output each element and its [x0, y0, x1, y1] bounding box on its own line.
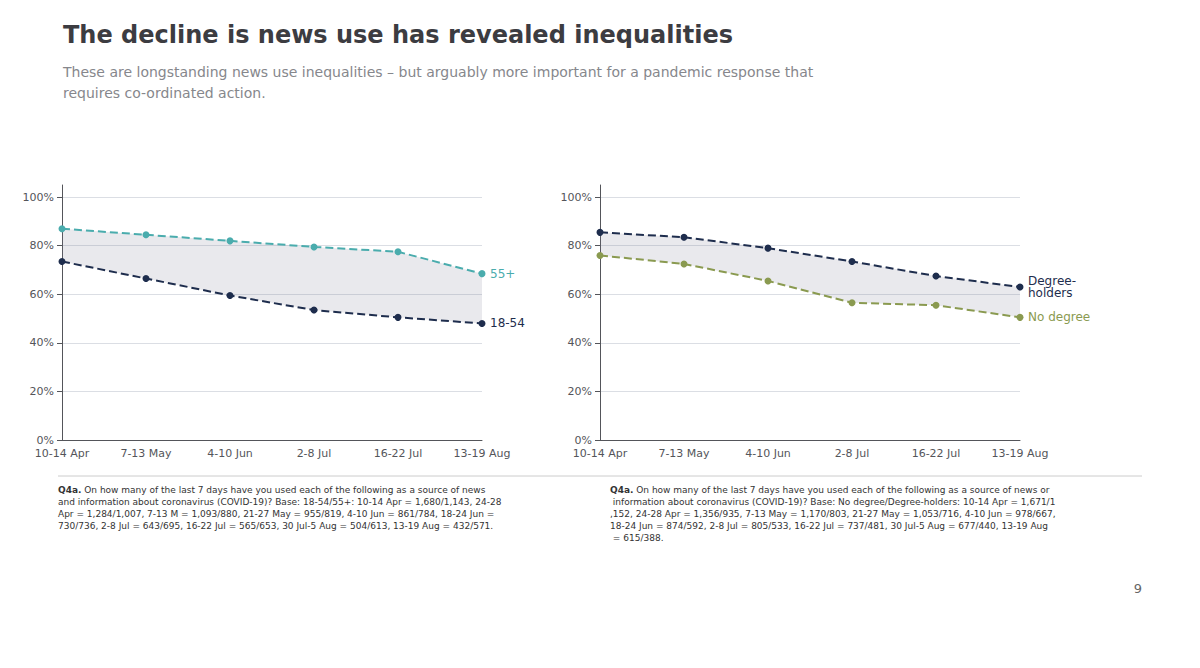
svg-text:No degree: No degree — [1028, 310, 1090, 324]
svg-text:40%: 40% — [30, 336, 54, 349]
svg-text:10-14 Apr: 10-14 Apr — [573, 447, 628, 460]
svg-text:80%: 80% — [30, 239, 54, 252]
svg-text:The decline is news use has re: The decline is news use has revealed ine… — [63, 21, 733, 49]
svg-text:20%: 20% — [568, 385, 592, 398]
svg-text:18-24 Jun = 874/592, 2-8 Jul =: 18-24 Jun = 874/592, 2-8 Jul = 805/533, … — [610, 521, 1048, 531]
svg-text:Degree-: Degree- — [1028, 274, 1076, 288]
svg-text:7-13 May: 7-13 May — [120, 447, 172, 460]
svg-text:13-19 Aug: 13-19 Aug — [454, 447, 511, 460]
svg-text:2-8 Jul: 2-8 Jul — [297, 447, 332, 460]
svg-text:18-54: 18-54 — [490, 316, 525, 330]
svg-text:information about coronavirus: information about coronavirus (COVID-19)… — [610, 497, 1055, 507]
svg-text:holders: holders — [1028, 286, 1072, 300]
svg-text:4-10 Jun: 4-10 Jun — [207, 447, 253, 460]
svg-text:0%: 0% — [37, 434, 54, 447]
svg-text:These are longstanding news us: These are longstanding news use inequali… — [62, 64, 814, 80]
svg-text:Q4a.: Q4a. — [610, 485, 633, 495]
svg-text:9: 9 — [1134, 581, 1142, 596]
svg-text:,152, 24-28 Apr = 1,356/935, 7: ,152, 24-28 Apr = 1,356/935, 7-13 May = … — [610, 509, 1058, 519]
svg-text:and information about coronavi: and information about coronavirus (COVID… — [58, 497, 504, 507]
svg-text:13-19 Aug: 13-19 Aug — [992, 447, 1049, 460]
svg-text:requires co-ordinated action.: requires co-ordinated action. — [63, 85, 266, 101]
svg-text:80%: 80% — [568, 239, 592, 252]
svg-text:60%: 60% — [30, 288, 54, 301]
svg-text:20%: 20% — [30, 385, 54, 398]
svg-text:16-22 Jul: 16-22 Jul — [912, 447, 961, 460]
svg-text:2-8 Jul: 2-8 Jul — [835, 447, 870, 460]
svg-text:On how many of the last 7 days: On how many of the last 7 days have you … — [81, 485, 488, 495]
svg-text:40%: 40% — [568, 336, 592, 349]
svg-text:100%: 100% — [23, 191, 54, 204]
svg-text:7-13 May: 7-13 May — [658, 447, 710, 460]
svg-text:4-10 Jun: 4-10 Jun — [745, 447, 791, 460]
svg-text:On how many of the last 7 days: On how many of the last 7 days have you … — [633, 485, 1049, 495]
svg-text:100%: 100% — [561, 191, 592, 204]
svg-text:730/736, 2-8 Jul = 643/695, 16: 730/736, 2-8 Jul = 643/695, 16-22 Jul = … — [58, 521, 493, 531]
svg-text:55+: 55+ — [490, 267, 515, 281]
svg-text:0%: 0% — [575, 434, 592, 447]
svg-text:Apr = 1,284/1,007, 7-13 M = 1,: Apr = 1,284/1,007, 7-13 M = 1,093/880, 2… — [58, 509, 497, 519]
svg-text:10-14 Apr: 10-14 Apr — [35, 447, 90, 460]
svg-text:16-22 Jul: 16-22 Jul — [374, 447, 423, 460]
svg-text:60%: 60% — [568, 288, 592, 301]
svg-text:= 615/388.: = 615/388. — [610, 533, 664, 543]
svg-text:Q4a.: Q4a. — [58, 485, 81, 495]
